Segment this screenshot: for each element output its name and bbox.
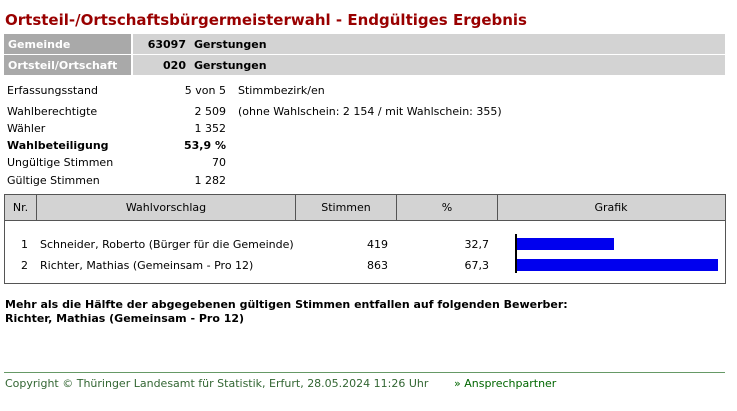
row-votes: 863 — [367, 259, 388, 272]
info-code: 020 — [163, 59, 186, 72]
stat-label: Erfassungsstand — [7, 84, 98, 97]
stat-value: 53,9 % — [184, 139, 226, 152]
stat-label: Wahlbeteiligung — [7, 139, 109, 152]
row-nr: 2 — [21, 259, 28, 272]
info-name: Gerstungen — [194, 38, 267, 51]
row-name: Richter, Mathias (Gemeinsam - Pro 12) — [40, 259, 254, 272]
contact-link[interactable]: » Ansprechpartner — [454, 377, 557, 390]
col-header: Nr. — [12, 201, 29, 214]
stat-note: (ohne Wahlschein: 2 154 / mit Wahlschein… — [238, 105, 502, 118]
info-code: 63097 — [147, 38, 186, 51]
info-cell — [133, 55, 725, 75]
stat-note: Stimmbezirk/en — [238, 84, 325, 97]
bar — [517, 238, 615, 250]
info-label: Gemeinde — [8, 38, 71, 51]
stat-value: 2 509 — [194, 105, 227, 118]
stat-label: Ungültige Stimmen — [7, 156, 114, 169]
bar-axis — [515, 234, 517, 273]
info-cell — [133, 34, 725, 54]
row-percent: 32,7 — [464, 238, 490, 251]
stat-value: 70 — [212, 156, 226, 169]
stat-label: Wahlberechtigte — [7, 105, 98, 118]
result-winner: Richter, Mathias (Gemeinsam - Pro 12) — [5, 312, 245, 325]
stat-label: Wähler — [7, 122, 46, 135]
info-label-cell — [4, 55, 131, 75]
footer-line — [4, 372, 725, 373]
stat-value: 1 282 — [194, 174, 227, 187]
col-sep — [396, 195, 397, 220]
info-label: Ortsteil/Ortschaft — [8, 59, 118, 72]
result-table — [4, 194, 726, 284]
col-header: Stimmen — [321, 201, 371, 214]
table-header — [5, 195, 725, 221]
col-sep — [295, 195, 296, 220]
copyright: Copyright © Thüringer Landesamt für Stat… — [5, 377, 429, 390]
row-votes: 419 — [367, 238, 388, 251]
row-percent: 67,3 — [464, 259, 490, 272]
row-name: Schneider, Roberto (Bürger für die Gemei… — [40, 238, 294, 251]
stat-label: Gültige Stimmen — [7, 174, 100, 187]
bar — [517, 259, 718, 271]
col-header: % — [441, 201, 453, 214]
col-header: Grafik — [594, 201, 628, 214]
col-sep — [36, 195, 37, 220]
title: Ortsteil-/Ortschaftsbürgermeisterwahl - … — [5, 11, 527, 29]
result-text: Mehr als die Hälfte der abgegebenen gült… — [5, 298, 568, 311]
stat-value: 5 von 5 — [184, 84, 226, 97]
row-nr: 1 — [21, 238, 28, 251]
col-header: Wahlvorschlag — [125, 201, 207, 214]
stat-value: 1 352 — [194, 122, 227, 135]
info-name: Gerstungen — [194, 59, 267, 72]
info-label-cell — [4, 34, 131, 54]
col-sep — [497, 195, 498, 220]
